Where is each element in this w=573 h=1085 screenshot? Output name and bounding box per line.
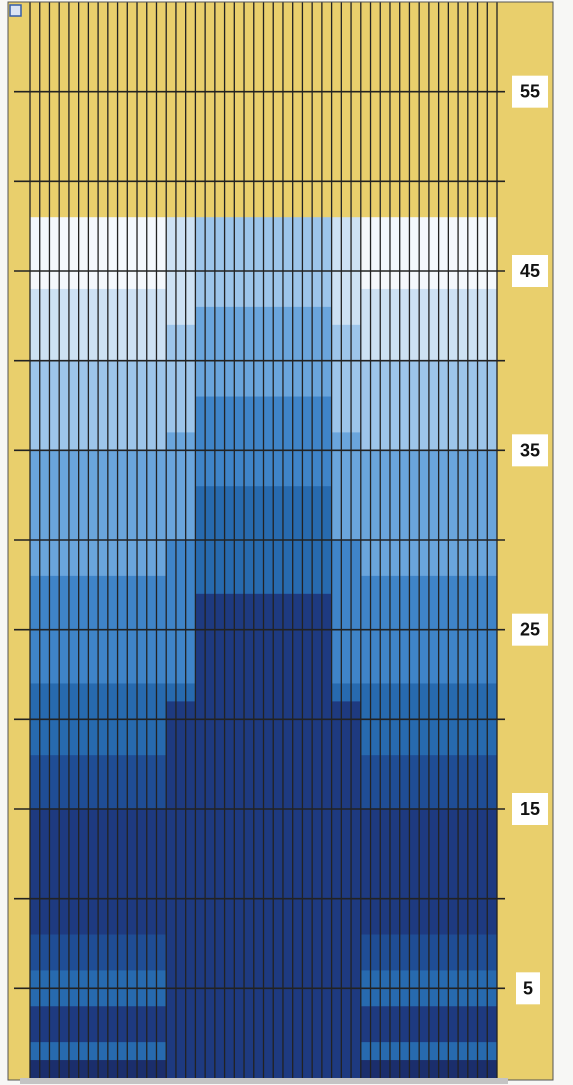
scale-labels: 55 45 35 25 15 5 bbox=[512, 75, 548, 1005]
shade-band-step-right-3 bbox=[331, 540, 362, 684]
scale-label-45: 45 bbox=[512, 255, 548, 287]
window-control-icon[interactable] bbox=[9, 4, 22, 17]
shade-band-step-right-4 bbox=[331, 683, 362, 702]
scale-label-text: 25 bbox=[520, 620, 540, 640]
scale-label-15: 15 bbox=[512, 793, 548, 825]
scale-label-text: 55 bbox=[520, 82, 540, 102]
scale-label-35: 35 bbox=[512, 434, 548, 467]
scale-label-box bbox=[512, 75, 548, 108]
scale-label-box bbox=[512, 434, 548, 467]
scale-label-box bbox=[512, 255, 548, 287]
shade-band-step-right-2 bbox=[331, 432, 362, 541]
shade-band-step-left-1 bbox=[166, 324, 196, 433]
scale-label-text: 35 bbox=[520, 440, 540, 460]
grid-lines bbox=[14, 90, 505, 990]
scale-label-text: 5 bbox=[523, 978, 533, 998]
scale-label-25: 25 bbox=[512, 613, 548, 646]
scale-label-5: 5 bbox=[516, 972, 540, 1005]
scale-label-box bbox=[512, 793, 548, 825]
shade-band-step-left-4 bbox=[166, 683, 196, 702]
shade-band-step-left-5 bbox=[166, 701, 196, 1079]
scale-label-box bbox=[516, 972, 540, 1005]
scale-label-box bbox=[512, 613, 548, 646]
shade-band-step-right-1 bbox=[331, 324, 362, 433]
bottom-scroll-bar[interactable] bbox=[20, 1078, 508, 1084]
scale-label-55: 55 bbox=[512, 75, 548, 108]
scale-label-text: 15 bbox=[520, 799, 540, 819]
shade-band-step-right-5 bbox=[331, 701, 362, 1079]
shade-band-step-left-2 bbox=[166, 432, 196, 541]
scale-label-text: 45 bbox=[520, 261, 540, 281]
shade-band-step-left-3 bbox=[166, 540, 196, 684]
